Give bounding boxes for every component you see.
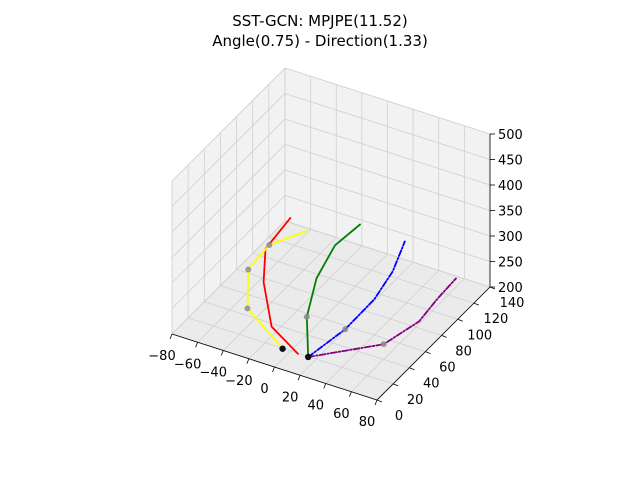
grid-line-y-floor bbox=[236, 269, 442, 336]
joint-marker bbox=[245, 266, 252, 273]
chart-title-block: SST-GCN: MPJPE(11.52) Angle(0.75) - Dire… bbox=[0, 11, 640, 51]
skeleton-chain-5 bbox=[307, 277, 457, 358]
x-tick-mark bbox=[272, 366, 275, 373]
x-tick-label: −80 bbox=[148, 349, 175, 364]
grid-line-x-floor bbox=[197, 228, 311, 343]
x-tick-mark bbox=[297, 375, 301, 381]
grid-line-z-back bbox=[284, 195, 491, 262]
x-tick-label: −60 bbox=[174, 357, 201, 372]
grid-line-z-left bbox=[171, 220, 286, 335]
grid-line-z-back bbox=[284, 118, 491, 186]
x-tick-mark bbox=[349, 391, 352, 397]
axes-panes bbox=[171, 67, 491, 401]
grid-line-z-left bbox=[171, 195, 286, 309]
grid-line-x-floor bbox=[248, 245, 363, 360]
y-tick-label: 100 bbox=[467, 328, 492, 343]
y-tick-label: 120 bbox=[483, 312, 508, 327]
joint-marker bbox=[303, 313, 310, 320]
grid-line-z-back bbox=[284, 220, 491, 288]
skeleton-chain-1 bbox=[262, 216, 299, 355]
skeleton-chain-4 bbox=[307, 240, 406, 358]
y-tick-label: 20 bbox=[407, 393, 424, 408]
joint-marker bbox=[244, 305, 251, 312]
z-tick-label: 400 bbox=[498, 179, 523, 194]
chart-subtitle: Angle(0.75) - Direction(1.33) bbox=[212, 32, 428, 50]
z-tick-label: 300 bbox=[498, 230, 523, 245]
grid-line-z-left bbox=[171, 93, 286, 207]
z-tick-label: 450 bbox=[498, 154, 523, 169]
y-tick-mark bbox=[441, 335, 447, 338]
y-tick-label: 80 bbox=[455, 344, 472, 359]
grid-line-y-floor bbox=[252, 252, 458, 320]
x-tick-label: 20 bbox=[282, 390, 299, 405]
x-tick-mark bbox=[169, 333, 173, 340]
y-tick-label: 40 bbox=[423, 377, 440, 392]
x-tick-label: 60 bbox=[333, 407, 350, 422]
skeleton-joints bbox=[244, 241, 387, 361]
grid-line-y-floor bbox=[268, 236, 474, 304]
y-tick-label: 140 bbox=[500, 296, 525, 311]
y-tick-mark bbox=[425, 351, 431, 354]
grid-line-z-back bbox=[284, 67, 491, 135]
root-joint-marker bbox=[279, 345, 286, 352]
grid-lines bbox=[171, 67, 491, 401]
grid-line-y-floor bbox=[188, 317, 394, 385]
joint-marker bbox=[380, 341, 387, 348]
grid-line-z-left bbox=[171, 169, 286, 284]
y-tick-mark bbox=[457, 318, 463, 322]
chart-title: SST-GCN: MPJPE(11.52) bbox=[232, 12, 408, 30]
z-tick-label: 250 bbox=[498, 256, 523, 271]
skeleton-chain-3 bbox=[305, 223, 361, 358]
x-tick-label: −40 bbox=[200, 366, 227, 381]
grid-line-x-floor bbox=[351, 278, 465, 393]
skeleton-series bbox=[246, 216, 457, 358]
grid-line-z-left bbox=[171, 118, 286, 233]
y-tick-mark bbox=[473, 302, 480, 306]
y-tick-label: 0 bbox=[395, 409, 403, 424]
y-axis-line bbox=[376, 286, 491, 401]
joint-marker bbox=[266, 241, 273, 248]
grid-line-z-back bbox=[284, 169, 491, 237]
grid-line-z-back bbox=[284, 93, 491, 160]
y-tick-mark bbox=[376, 399, 383, 403]
x-tick-mark bbox=[323, 383, 327, 389]
root-joint-marker bbox=[304, 353, 312, 361]
grid-line-z-left bbox=[171, 67, 286, 182]
z-tick-label: 200 bbox=[498, 281, 523, 296]
grid-line-z-left bbox=[171, 144, 286, 258]
grid-line-x-floor bbox=[222, 237, 337, 351]
joint-marker bbox=[342, 326, 349, 333]
y-tick-mark bbox=[409, 367, 415, 371]
tick-marks bbox=[169, 133, 496, 406]
x-tick-label: −20 bbox=[225, 374, 252, 389]
x-tick-label: 0 bbox=[260, 382, 268, 397]
x-tick-mark bbox=[195, 342, 198, 348]
x-tick-mark bbox=[374, 399, 378, 406]
grid-line-y-floor bbox=[220, 285, 426, 352]
x-tick-label: 80 bbox=[359, 415, 376, 430]
y-tick-label: 60 bbox=[439, 361, 456, 376]
y-tick-mark bbox=[392, 383, 399, 387]
grid-line-x-floor bbox=[325, 270, 440, 384]
grid-line-z-back bbox=[284, 144, 491, 211]
z-tick-label: 350 bbox=[498, 205, 523, 220]
x-tick-mark bbox=[246, 358, 250, 364]
x-tick-label: 40 bbox=[307, 399, 324, 414]
x-tick-mark bbox=[220, 350, 224, 356]
z-tick-label: 500 bbox=[498, 128, 523, 143]
